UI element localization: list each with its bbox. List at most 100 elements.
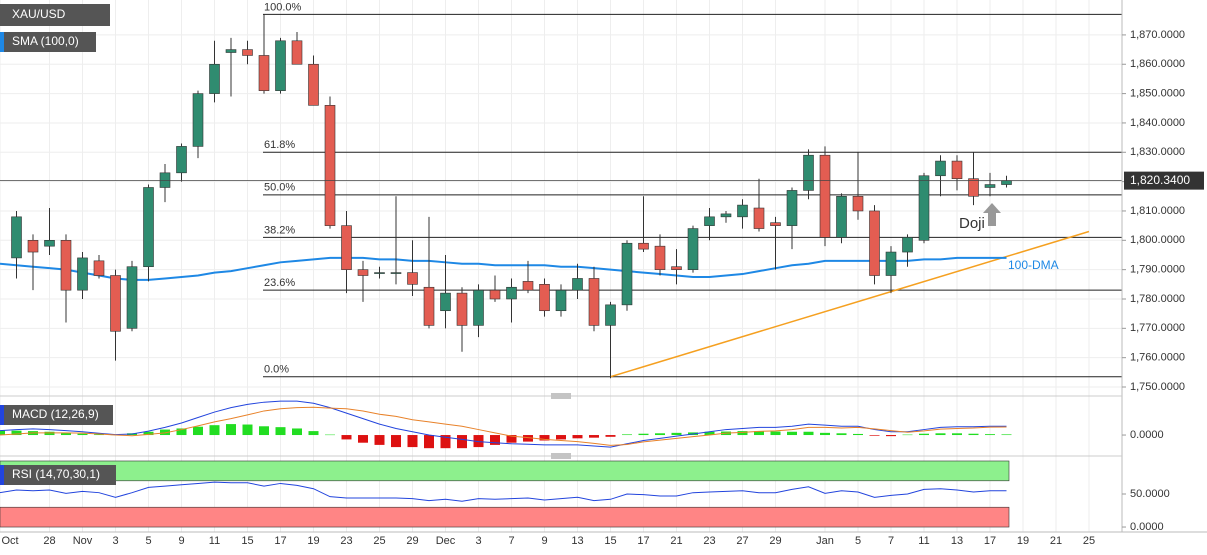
x-tick-label: 7 xyxy=(888,535,894,547)
macd-histogram-bar xyxy=(473,435,484,448)
legend-symbol: XAU/USD xyxy=(12,7,66,21)
legend-sma: SMA (100,0) xyxy=(12,34,79,48)
macd-histogram-bar xyxy=(919,433,929,436)
macd-histogram-bar xyxy=(0,430,5,436)
candle-body xyxy=(885,251,897,276)
candle-body xyxy=(572,278,583,291)
x-tick-label: 28 xyxy=(43,535,55,547)
macd-histogram-bar xyxy=(143,431,154,436)
x-tick-label: 15 xyxy=(241,535,253,547)
annotation-arrow xyxy=(983,203,1001,226)
macd-histogram-bar xyxy=(424,435,434,449)
fib-label: 38.2% xyxy=(264,224,295,236)
candle-body xyxy=(275,40,286,91)
x-tick-label: Nov xyxy=(73,535,93,547)
y-tick-label: 1,840.0000 xyxy=(1130,117,1185,129)
macd-histogram-bar xyxy=(176,428,187,436)
candle-body xyxy=(506,286,517,300)
macd-histogram-bar xyxy=(820,432,830,436)
y-tick-label: 0.0000 xyxy=(1130,521,1164,533)
macd-histogram-bar xyxy=(589,435,599,438)
macd-histogram-bar xyxy=(407,435,418,448)
macd-histogram-bar xyxy=(754,431,764,436)
macd-histogram-bar xyxy=(622,434,632,436)
candle-body xyxy=(341,225,352,270)
fib-label: 61.8% xyxy=(264,139,295,151)
annotation: Doji xyxy=(959,215,985,232)
x-tick-label: 23 xyxy=(340,535,352,547)
macd-histogram-bar xyxy=(787,431,797,436)
legend: XAU/USD SMA (100,0) MACD (12,26,9) RSI (… xyxy=(0,4,116,485)
macd-histogram-bar xyxy=(985,434,995,436)
y-tick-label: 1,870.0000 xyxy=(1130,29,1185,41)
legend-swatch xyxy=(0,405,4,425)
legend-rsi: RSI (14,70,30,1) xyxy=(12,467,100,481)
y-tick-label: 50.0000 xyxy=(1130,488,1170,500)
candle-body xyxy=(440,292,451,312)
legend-box[interactable] xyxy=(0,405,113,425)
candle-body xyxy=(390,272,402,274)
candle-body xyxy=(176,146,187,174)
macd-histogram-bar xyxy=(226,424,236,436)
last-price-box xyxy=(1124,171,1204,190)
y-tick-label: 1,760.0000 xyxy=(1130,352,1185,364)
x-tick-label: 11 xyxy=(209,535,220,547)
y-tick-label: 1,770.0000 xyxy=(1130,322,1185,334)
x-tick-label: 3 xyxy=(112,535,118,547)
x-tick-label: 21 xyxy=(1050,535,1062,547)
macd-histogram-bar xyxy=(803,431,814,436)
macd-histogram-bar xyxy=(886,435,896,437)
x-tick-label: 25 xyxy=(373,535,385,547)
x-tick-label: 13 xyxy=(571,535,583,547)
candle-body xyxy=(984,184,996,188)
macd-histogram-bar xyxy=(242,424,253,436)
x-tick-label: Jan xyxy=(816,535,834,547)
candle-body xyxy=(902,237,913,253)
candle-body xyxy=(1001,180,1012,185)
legend-box[interactable] xyxy=(0,465,116,485)
candle-body xyxy=(225,49,237,53)
candle-body xyxy=(489,289,501,300)
macd-histogram-bar xyxy=(209,425,220,436)
x-tick-label: Oct xyxy=(1,535,18,547)
pane-handle[interactable] xyxy=(551,453,571,459)
candle-body xyxy=(951,160,963,179)
candle-body xyxy=(621,242,633,306)
candle-body xyxy=(770,222,781,226)
candle-body xyxy=(539,284,550,312)
candle-body xyxy=(588,278,600,326)
x-tick-label: 17 xyxy=(274,535,286,547)
legend-box[interactable] xyxy=(0,32,96,52)
candle-body xyxy=(654,245,666,270)
macd-histogram-bar xyxy=(523,435,533,442)
rsi-band xyxy=(0,506,1010,528)
y-tick-label: 1,810.0000 xyxy=(1130,205,1185,217)
candle-body xyxy=(704,216,715,226)
candle-body xyxy=(374,272,385,274)
macd-histogram-bar xyxy=(671,432,682,436)
macd-histogram-bar xyxy=(259,426,269,436)
x-tick-label: 11 xyxy=(918,535,929,547)
candle-body xyxy=(456,292,468,326)
candle-body xyxy=(852,195,864,212)
macd-histogram-bar xyxy=(490,435,500,445)
y-tick-label: 1,860.0000 xyxy=(1130,58,1185,70)
x-tick-label: 5 xyxy=(855,535,861,547)
legend-swatch xyxy=(0,465,4,485)
x-tick-label: 9 xyxy=(178,535,184,547)
series-label: 100-DMA xyxy=(1008,258,1059,272)
candle-body xyxy=(44,240,55,247)
pane-handle[interactable] xyxy=(551,393,571,399)
candle-body xyxy=(159,172,171,188)
macd-line xyxy=(0,400,1007,448)
candle-body xyxy=(935,160,946,177)
candle-body xyxy=(522,281,534,291)
macd-histogram-bar xyxy=(655,433,665,436)
fib-label: 23.6% xyxy=(264,277,295,289)
candle-body xyxy=(357,269,369,276)
legend-box[interactable] xyxy=(0,4,110,26)
macd-histogram-bar xyxy=(325,434,335,436)
y-tick-label: 1,790.0000 xyxy=(1130,264,1185,276)
macd-histogram-bar xyxy=(853,433,863,436)
macd-histogram-bar xyxy=(638,433,649,436)
